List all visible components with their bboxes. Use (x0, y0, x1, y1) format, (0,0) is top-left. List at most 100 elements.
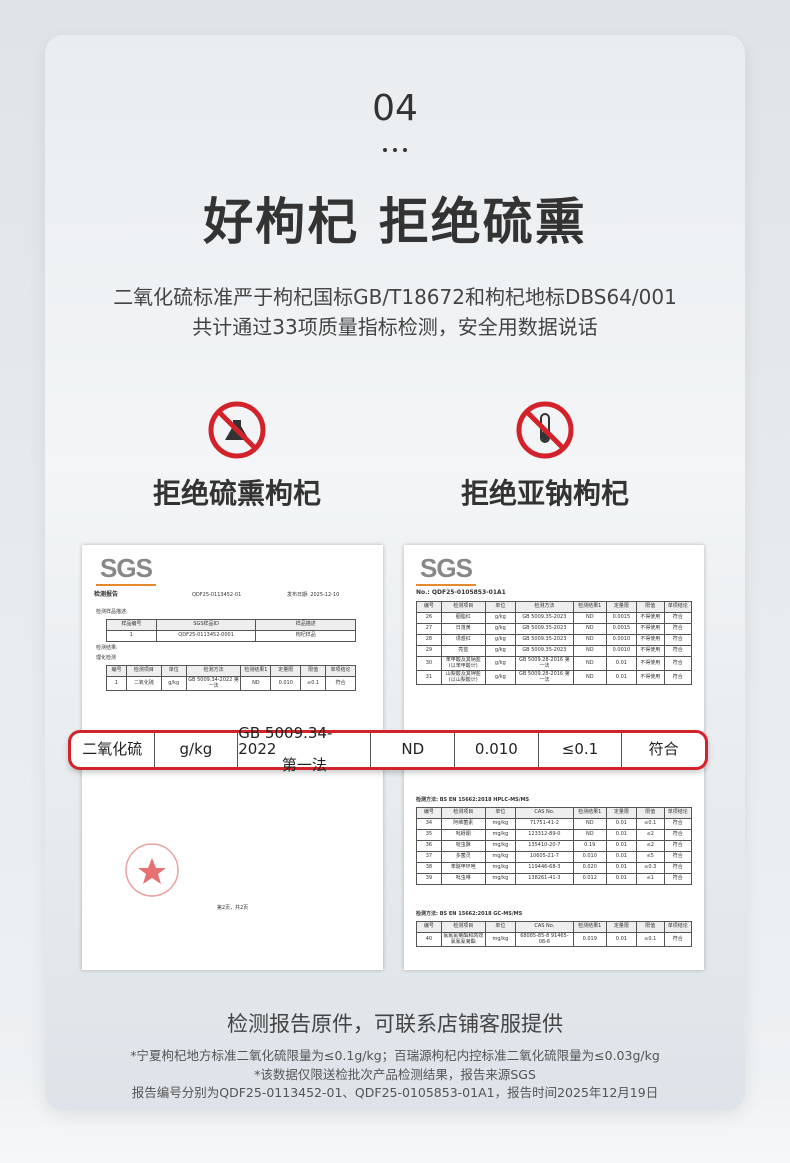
cell: ≤0.1 (636, 932, 665, 947)
cell: 0.019 (572, 932, 607, 947)
cell: 诱惑红 (440, 634, 486, 646)
header-cell: 检测结果1 (572, 601, 607, 613)
cell: 亮蓝 (440, 645, 486, 657)
cell: g/kg (484, 634, 517, 646)
cell: 符合 (663, 851, 692, 863)
cell: 0.01 (605, 840, 638, 852)
caption: 检测报告原件，可联系店铺客服提供 (227, 1012, 563, 1036)
row: 26 胭脂红 g/kg GB 5009.35-2023 ND 0.0015 不得使用 符合 (416, 612, 692, 624)
cell: mg/kg (484, 862, 517, 874)
cell: 不得使用 (636, 634, 665, 646)
header-cell: 单位 (484, 807, 517, 819)
highlight-cell: 符合 (648, 740, 679, 759)
cell: 多菌灵 (440, 851, 486, 863)
cell: GB 5009.28-2016 第一法 (515, 670, 574, 685)
cell: 0.01 (605, 932, 638, 947)
row: 40 氯氟氰菊酯和高效氯氟氰菊酯 mg/kg 68085-85-8 91465-08-… (416, 932, 692, 947)
cell: mg/kg (484, 840, 517, 852)
logo: SGS (96, 553, 156, 586)
highlight-cell: ND (371, 733, 456, 767)
report-title: 检测报告 (94, 591, 119, 598)
header-cell: 定量限 (605, 921, 638, 933)
header-cell: 样品描述 (255, 619, 356, 631)
cell: 符合 (663, 862, 692, 874)
cell: 苯醚甲环唑 (440, 862, 486, 874)
report-date: 发布日期: 2025-12-10 (287, 592, 340, 598)
cell: ≤0.3 (636, 862, 665, 874)
cell: 68085-85-8 91465-08-6 (515, 932, 574, 947)
cell: ND (572, 829, 607, 841)
cell: 31 (416, 670, 442, 685)
report-table: 样品编号 SGS样品ID 样品描述 1 QDF25-0113452-0001 枸杞样品 (106, 619, 356, 642)
cell: 氯氟氰菊酯和高效氯氟氰菊酯 (440, 932, 486, 947)
cell: g/kg (484, 670, 517, 685)
header-cell: CAS No. (515, 807, 574, 819)
cell: 0.0015 (605, 623, 638, 635)
header-cell: 单项结论 (663, 807, 692, 819)
cell: 34 (416, 818, 442, 830)
cell: 不得使用 (636, 656, 665, 671)
section-heading: 检测样品描述: (96, 609, 128, 615)
section-heading: 检测结果: (96, 645, 118, 651)
cell: 38 (416, 862, 442, 874)
cell: 符合 (663, 829, 692, 841)
cell: ≤1 (636, 873, 665, 885)
header-cell: 限值 (636, 601, 665, 613)
header-cell: SGS样品ID (155, 619, 257, 631)
header-cell: 编号 (416, 601, 442, 613)
cell: 30 (416, 656, 442, 671)
cell: 40 (416, 932, 442, 947)
report-table: 编号 检测项目 单位 检测方法 检测结果1 定量限 限值 单项结论 1 二氧化硫 g/kg GB 50… (106, 665, 356, 691)
report-number: No.: QDF25-0105853-01A1 (416, 589, 506, 596)
cell: ND (572, 670, 607, 685)
cell: 符合 (663, 645, 692, 657)
header-cell: 单位 (160, 665, 187, 677)
header-cell: 定量限 (605, 807, 638, 819)
method: 检测方法: BS EN 15662:2018 HPLC-MS/MS (416, 797, 530, 803)
row: 27 日落黄 g/kg GB 5009.35-2023 ND 0.0015 不得使用 符合 (416, 623, 692, 635)
cell: g/kg (484, 623, 517, 635)
cell: 啶虫脒 (440, 840, 486, 852)
header-cell: 检测项目 (440, 601, 486, 613)
cell: ND (240, 676, 272, 691)
header-row: 编号 检测项目 单位 CAS No. 检测结果1 定量限 限值 单项结论 (416, 807, 692, 819)
cell: 苯甲酸及其钠盐(以苯甲酸计) (440, 656, 486, 671)
cell: QDF25-0113452-0001 (155, 630, 257, 642)
cell: 0.010 (572, 851, 607, 863)
header-row: 编号 检测项目 单位 检测方法 检测结果1 定量限 限值 单项结论 (106, 665, 356, 677)
section-heading: 理化检测 (96, 655, 117, 661)
highlight-cell: ≤0.1 (539, 733, 623, 767)
method: 检测方法: BS EN 15662:2018 GC-MS/MS (416, 911, 523, 917)
header-cell: 检测方法 (515, 601, 574, 613)
header-row: 编号 检测项目 单位 CAS No. 检测结果1 定量限 限值 单项结论 (416, 921, 692, 933)
cell: mg/kg (484, 873, 517, 885)
header-row: 编号 检测项目 单位 检测方法 检测结果1 定量限 限值 单项结论 (416, 601, 692, 613)
cell: 0.19 (572, 840, 607, 852)
cell: ≤2 (636, 840, 665, 852)
cell: 阿维菌素 (440, 818, 486, 830)
row: 34 阿维菌素 mg/kg 71751-41-2 ND 0.01 ≤0.1 符合 (416, 818, 692, 830)
cell: GB 5009.35-2023 (515, 612, 574, 624)
subtitle: 共计通过33项质量指标检测，安全用数据说话 (192, 315, 598, 339)
highlight-cell: 0.010 (455, 733, 539, 767)
cell: 10605-21-7 (515, 851, 574, 863)
note: *宁夏枸杞地方标准二氧化硫限量为≤0.1g/kg；百瑞源枸杞内控标准二氧化硫限量… (130, 1048, 660, 1063)
cell: 枸杞样品 (255, 630, 356, 642)
cell: 35 (416, 829, 442, 841)
cell: ND (572, 818, 607, 830)
cell: 71751-41-2 (515, 818, 574, 830)
cell: 28 (416, 634, 442, 646)
cell: ND (572, 645, 607, 657)
cell: 不得使用 (636, 670, 665, 685)
cell: 26 (416, 612, 442, 624)
cell: 0.020 (572, 862, 607, 874)
row: 35 吡蚜酮 mg/kg 123312-89-0 ND 0.01 ≤2 符合 (416, 829, 692, 841)
cell: GB 5009.35-2023 (515, 645, 574, 657)
cell: GB 5009.34-2022 第一法 (185, 676, 242, 691)
header-cell: 限值 (300, 665, 327, 677)
cell: 123312-89-0 (515, 829, 574, 841)
highlight-row: 二氧化硫 g/kg GB 5009.34-2022 第一法 ND 0.010 ≤0.1 符合 (68, 726, 708, 773)
cell: g/kg (484, 656, 517, 671)
section-number: 04 (372, 88, 418, 129)
header-cell: 检测结果1 (572, 921, 607, 933)
